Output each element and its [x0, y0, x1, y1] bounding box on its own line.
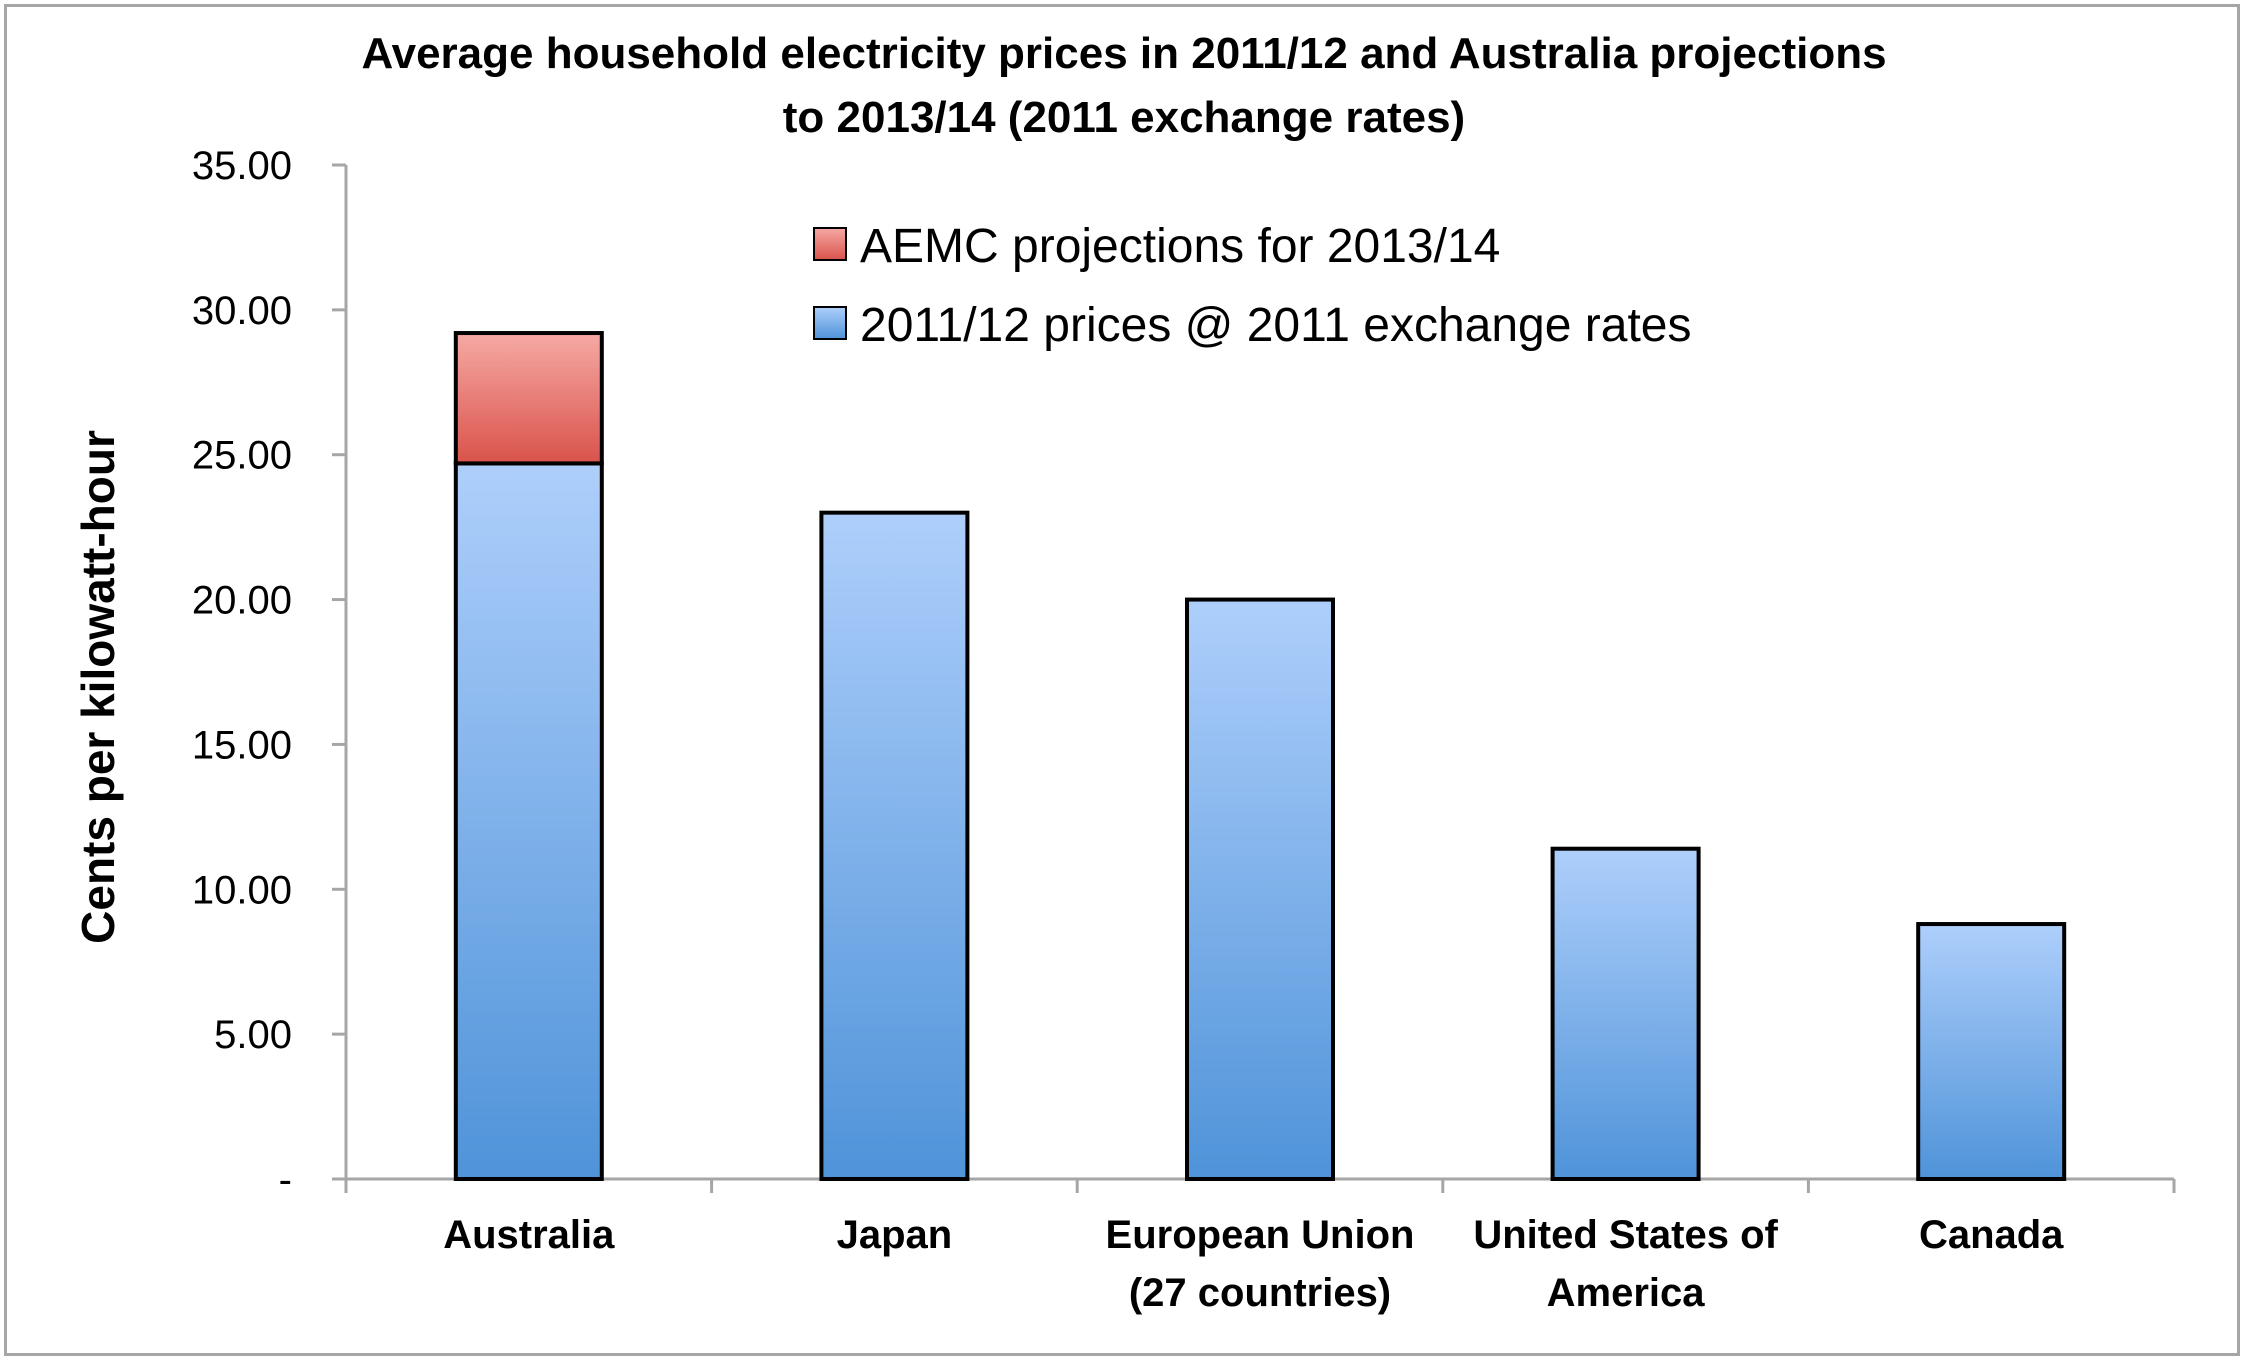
legend-2011-12-swatch	[813, 306, 847, 340]
y-tick-label: 35.00	[192, 144, 292, 188]
chart-title: Average household electricity prices in …	[0, 22, 2248, 150]
y-tick-label: 30.00	[192, 289, 292, 333]
bar-aemc-projection	[453, 331, 604, 466]
chart-title-line-2: to 2013/14 (2011 exchange rates)	[782, 93, 1466, 142]
legend-aemc-label: AEMC projections for 2013/14	[860, 220, 1500, 273]
legend-aemc-swatch	[813, 227, 847, 261]
x-category-label: Japan	[837, 1213, 953, 1257]
chart-title-line-1: Average household electricity prices in …	[361, 29, 1887, 78]
legend-2011-12-label: 2011/12 prices @ 2011 exchange rates	[860, 299, 1692, 352]
x-category-label: Australia	[443, 1213, 615, 1257]
y-axis-label: Cents per kilowatt-hour	[72, 430, 124, 944]
axes: - 5.00 10.00 15.00 20.00 25.00 30.00 35.00 Austr…	[72, 144, 2176, 1315]
legend: AEMC projections for 2013/14 2011/12 pric…	[813, 220, 1692, 352]
y-tick-label: -	[279, 1158, 292, 1202]
x-category-label: America	[1547, 1271, 1706, 1315]
bar-2011-12-price	[819, 510, 970, 1181]
y-tick-label: 5.00	[214, 1013, 292, 1057]
x-category-label: (27 countries)	[1129, 1271, 1391, 1315]
x-category-label: United States of	[1473, 1213, 1778, 1257]
bar-2011-12-price	[1916, 922, 2067, 1182]
chart-frame	[4, 4, 2240, 1356]
y-tick-label: 15.00	[192, 723, 292, 767]
y-tick-label: 25.00	[192, 434, 292, 478]
y-tick-label: 20.00	[192, 579, 292, 623]
x-category-label: European Union	[1106, 1213, 1415, 1257]
x-category-label: Canada	[1919, 1213, 2064, 1257]
y-tick-label: 10.00	[192, 868, 292, 912]
bar-2011-12-price	[453, 461, 604, 1181]
bars	[453, 331, 2067, 1182]
bar-2011-12-price	[1550, 846, 1701, 1181]
bar-2011-12-price	[1185, 597, 1335, 1181]
